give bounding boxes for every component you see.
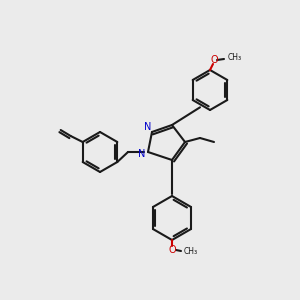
Text: N: N xyxy=(144,122,152,132)
Text: O: O xyxy=(210,55,218,65)
Text: CH₃: CH₃ xyxy=(228,53,242,62)
Text: N: N xyxy=(138,149,146,159)
Text: CH₃: CH₃ xyxy=(184,248,198,256)
Text: O: O xyxy=(168,245,176,255)
